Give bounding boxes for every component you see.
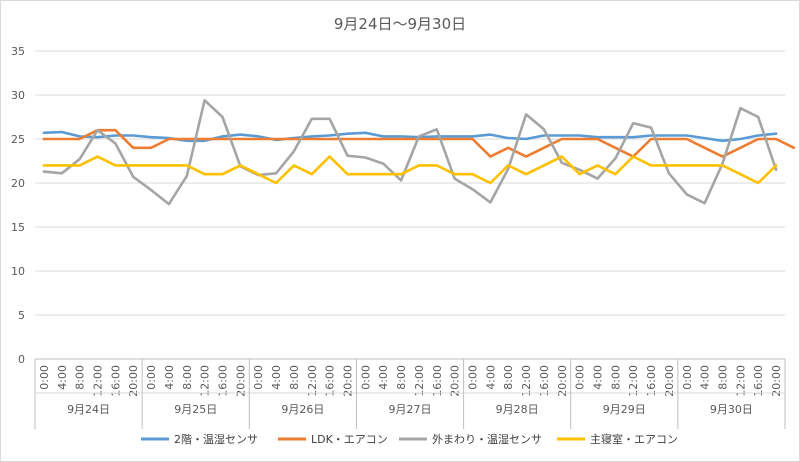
x-tick-label: 20:00	[770, 365, 783, 397]
legend-label: 外まわり・温湿センサ	[432, 433, 542, 446]
x-tick-label: 8:00	[502, 365, 515, 390]
x-tick-label: 16:00	[645, 365, 658, 397]
x-tick-label: 0:00	[145, 365, 158, 390]
x-tick-label: 4:00	[270, 365, 283, 390]
series-line-2	[42, 128, 796, 158]
legend-label: 2階・温湿センサ	[174, 432, 258, 446]
x-group-label: 9月25日	[174, 403, 217, 416]
x-tick-label: 0:00	[681, 365, 694, 390]
y-tick-label: 10	[11, 265, 25, 278]
x-tick-label: 4:00	[163, 365, 176, 390]
series-line-4	[42, 155, 778, 185]
x-tick-label: 16:00	[217, 365, 230, 397]
x-group-label: 9月27日	[389, 403, 432, 416]
x-group-label: 9月24日	[67, 403, 110, 416]
x-tick-label: 12:00	[413, 365, 426, 397]
x-tick-label: 12:00	[734, 365, 747, 397]
x-tick-label: 0:00	[252, 365, 265, 390]
x-tick-label: 4:00	[484, 365, 497, 390]
x-tick-label: 16:00	[431, 365, 444, 397]
x-group-label: 9月29日	[603, 403, 646, 416]
x-tick-label: 20:00	[127, 365, 140, 397]
x-tick-label: 4:00	[592, 365, 605, 390]
y-tick-label: 5	[18, 309, 25, 322]
y-tick-label: 0	[18, 353, 25, 366]
y-tick-label: 30	[11, 89, 25, 102]
x-tick-label: 8:00	[395, 365, 408, 390]
x-tick-label: 8:00	[288, 365, 301, 390]
y-tick-label: 25	[11, 133, 25, 146]
x-tick-label: 8:00	[74, 365, 87, 390]
chart-title: 9月24日～9月30日	[334, 15, 466, 33]
series-line-3	[42, 99, 778, 206]
legend-label: LDK・エアコン	[311, 433, 388, 446]
x-tick-label: 16:00	[324, 365, 337, 397]
y-tick-label: 35	[11, 45, 25, 58]
x-tick-label: 16:00	[538, 365, 551, 397]
x-tick-label: 4:00	[56, 365, 69, 390]
x-tick-label: 8:00	[717, 365, 730, 390]
grid-layer	[35, 50, 785, 360]
legend-label: 主寝室・エアコン	[590, 432, 678, 446]
x-tick-label: 12:00	[627, 365, 640, 397]
x-tick-label: 0:00	[359, 365, 372, 390]
x-tick-label: 12:00	[520, 365, 533, 397]
x-tick-label: 20:00	[556, 365, 569, 397]
x-tick-label: 4:00	[699, 365, 712, 390]
legend: 2階・温湿センサ LDK・エアコン 外まわり・温湿センサ 主寝室・エアコン	[141, 432, 678, 446]
x-tick-label: 0:00	[574, 365, 587, 390]
x-tick-label: 16:00	[752, 365, 765, 397]
x-tick-label: 16:00	[109, 365, 122, 397]
x-group-label: 9月30日	[710, 403, 753, 416]
x-tick-label: 12:00	[306, 365, 319, 397]
x-tick-label: 4:00	[377, 365, 390, 390]
x-tick-label: 20:00	[234, 365, 247, 397]
y-tick-label: 20	[11, 177, 25, 190]
x-tick-label: 20:00	[449, 365, 462, 397]
y-tick-label: 15	[11, 221, 25, 234]
x-tick-label: 0:00	[467, 365, 480, 390]
axis-layer: 0 5 10 15 20 25 30 35 0:00 4:00 8:00 12:00 16:00 20:0…	[11, 45, 786, 429]
x-tick-label: 20:00	[663, 365, 676, 397]
x-tick-label: 20:00	[342, 365, 355, 397]
x-tick-label: 0:00	[38, 365, 51, 390]
series-layer	[42, 99, 796, 206]
x-tick-label: 8:00	[181, 365, 194, 390]
x-tick-label: 12:00	[199, 365, 212, 397]
x-tick-label: 8:00	[609, 365, 622, 390]
x-tick-label: 12:00	[92, 365, 105, 397]
x-group-label: 9月28日	[496, 403, 539, 416]
x-group-label: 9月26日	[281, 403, 324, 416]
